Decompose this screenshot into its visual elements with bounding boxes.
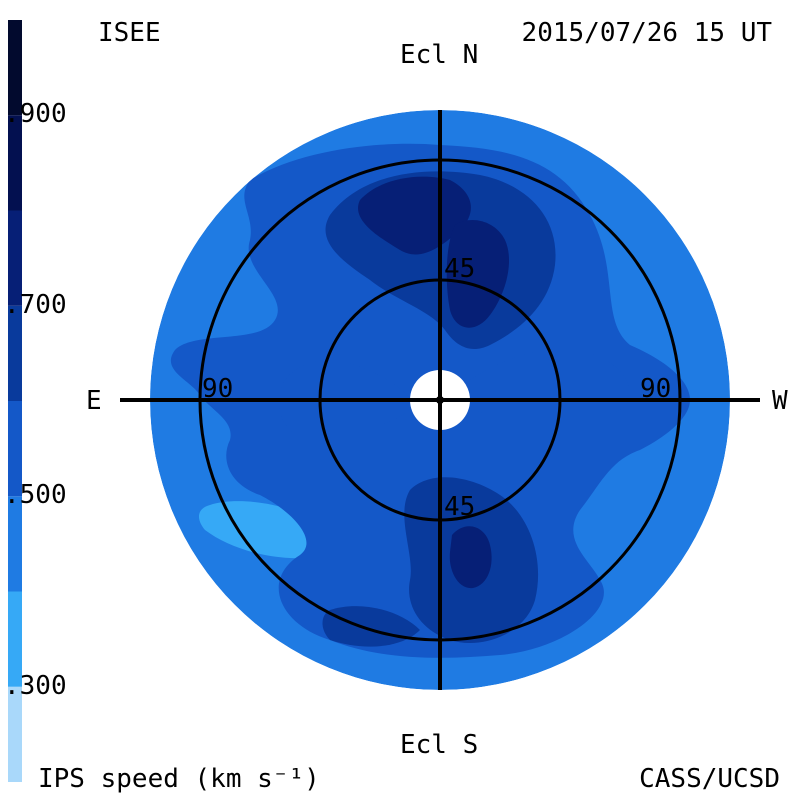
colorbar-segment: [8, 115, 22, 211]
colorbar-segment: [8, 496, 22, 592]
institute-label: ISEE: [98, 18, 161, 48]
colorbar-tick-label: .700: [4, 289, 67, 320]
credit-label: CASS/UCSD: [639, 764, 780, 794]
region-north-core: [358, 176, 471, 255]
colorbar-tick-label: .500: [4, 480, 67, 511]
south-label: Ecl S: [400, 730, 479, 760]
quantity-label: IPS speed (km s⁻¹): [38, 764, 320, 794]
colorbar: [8, 20, 22, 782]
region-east-lobe: [278, 360, 415, 434]
colorbar-tick-label: .900: [4, 99, 67, 130]
timestamp-label: 2015/07/26 15 UT: [521, 18, 772, 48]
colorbar-segment: [8, 591, 22, 687]
ring-label-outer-east: 90: [202, 374, 234, 404]
ring-label-inner-south: 45: [444, 492, 476, 522]
colorbar-segment: [8, 210, 22, 306]
colorbar-segment: [8, 20, 22, 116]
west-label: W: [772, 386, 788, 416]
sun-center-dot: [436, 396, 444, 404]
east-label: E: [86, 386, 102, 416]
colorbar-segment: [8, 401, 22, 497]
colorbar-segment: [8, 305, 22, 401]
colorbar-segment: [8, 686, 22, 782]
ring-label-inner-north: 45: [444, 254, 476, 284]
region-north-core-2: [446, 220, 510, 328]
colorbar-tick-label: .300: [4, 670, 67, 701]
ring-label-outer-west: 90: [640, 374, 672, 404]
region-south-core: [449, 526, 492, 589]
north-label: Ecl N: [400, 40, 479, 70]
